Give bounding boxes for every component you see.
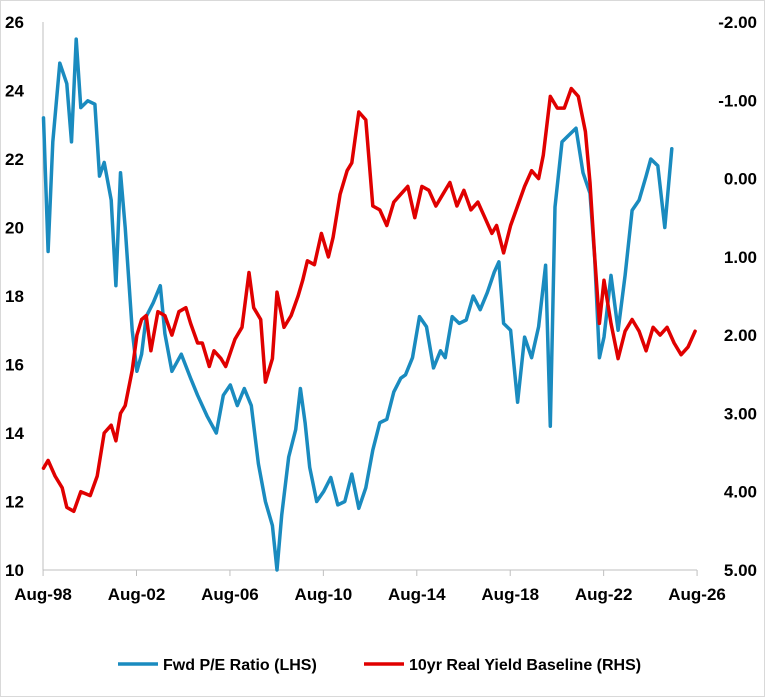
axes: 10 12 14 16 18 20 22 24 26 -2.00 -1.00 0.00 1.00 2.00… bbox=[5, 13, 757, 604]
y-left-tick-label: 10 bbox=[5, 561, 24, 580]
y-right-tick-label: -1.00 bbox=[718, 91, 757, 110]
y-left-tick-label: 22 bbox=[5, 150, 24, 169]
series-line-pe bbox=[41, 37, 674, 572]
y-left-tick-label: 26 bbox=[5, 13, 24, 32]
x-tick-label: Aug-14 bbox=[388, 585, 446, 604]
y-left-tick-label: 14 bbox=[5, 424, 24, 443]
y-left-tick-label: 24 bbox=[5, 82, 24, 101]
y-right-tick-label: 1.00 bbox=[724, 248, 757, 267]
x-tick-label: Aug-22 bbox=[575, 585, 633, 604]
y-right-tick-label: 3.00 bbox=[724, 404, 757, 423]
x-tick-label: Aug-10 bbox=[295, 585, 353, 604]
legend-label-pe: Fwd P/E Ratio (LHS) bbox=[163, 657, 317, 674]
y-right-tick-label: 5.00 bbox=[724, 561, 757, 580]
y-right-tick-label: 2.00 bbox=[724, 326, 757, 345]
series-line-real-yield bbox=[41, 86, 697, 514]
y-right-tick-label: -2.00 bbox=[718, 13, 757, 32]
y-right-tick-label: 4.00 bbox=[724, 483, 757, 502]
x-tick-label: Aug-98 bbox=[14, 585, 72, 604]
x-tick-label: Aug-02 bbox=[108, 585, 166, 604]
legend: Fwd P/E Ratio (LHS) 10yr Real Yield Base… bbox=[118, 657, 641, 674]
y-left-tick-label: 16 bbox=[5, 356, 24, 375]
x-tick-label: Aug-06 bbox=[201, 585, 259, 604]
series-layer bbox=[41, 37, 697, 572]
y-left-tick-label: 20 bbox=[5, 219, 24, 238]
y-right-tick-label: 0.00 bbox=[724, 170, 757, 189]
x-tick-label: Aug-26 bbox=[668, 585, 726, 604]
x-tick-label: Aug-18 bbox=[481, 585, 539, 604]
y-left-tick-label: 18 bbox=[5, 287, 24, 306]
legend-label-real-yield: 10yr Real Yield Baseline (RHS) bbox=[409, 657, 641, 674]
y-left-tick-label: 12 bbox=[5, 493, 24, 512]
